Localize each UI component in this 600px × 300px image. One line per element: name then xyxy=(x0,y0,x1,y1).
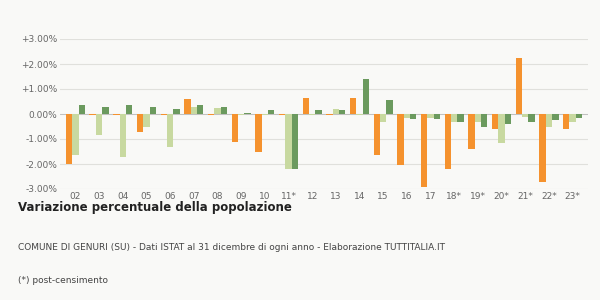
Bar xyxy=(481,114,487,127)
Bar xyxy=(499,114,505,143)
Bar xyxy=(546,114,552,127)
Bar xyxy=(363,79,369,114)
Bar xyxy=(262,114,268,115)
Bar xyxy=(434,114,440,119)
Bar xyxy=(386,100,393,114)
Bar xyxy=(469,114,475,149)
Bar xyxy=(113,114,119,115)
Bar xyxy=(356,114,363,115)
Bar xyxy=(161,114,167,115)
Bar xyxy=(505,114,511,124)
Bar xyxy=(421,114,427,187)
Bar xyxy=(197,105,203,114)
Bar xyxy=(326,114,332,115)
Bar xyxy=(167,114,173,146)
Bar xyxy=(451,114,457,122)
Bar xyxy=(457,114,464,122)
Bar xyxy=(492,114,499,129)
Bar xyxy=(410,114,416,119)
Bar xyxy=(350,98,356,114)
Bar xyxy=(96,114,102,135)
Bar xyxy=(279,114,285,115)
Bar xyxy=(529,114,535,122)
Bar xyxy=(255,114,262,152)
Bar xyxy=(208,114,214,115)
Text: Variazione percentuale della popolazione: Variazione percentuale della popolazione xyxy=(18,201,292,214)
Bar xyxy=(214,108,221,114)
Bar xyxy=(522,114,529,116)
Text: (*) post-censimento: (*) post-censimento xyxy=(18,276,108,285)
Bar xyxy=(173,109,179,114)
Bar xyxy=(404,114,410,118)
Text: COMUNE DI GENURI (SU) - Dati ISTAT al 31 dicembre di ogni anno - Elaborazione TU: COMUNE DI GENURI (SU) - Dati ISTAT al 31… xyxy=(18,243,445,252)
Bar xyxy=(445,114,451,169)
Bar xyxy=(309,114,316,115)
Bar xyxy=(184,99,191,114)
Bar xyxy=(339,110,346,114)
Bar xyxy=(66,114,72,164)
Bar xyxy=(552,114,559,120)
Bar xyxy=(79,105,85,114)
Bar xyxy=(119,114,126,157)
Bar xyxy=(539,114,546,182)
Bar xyxy=(569,114,576,122)
Bar xyxy=(191,106,197,114)
Bar xyxy=(72,114,79,155)
Bar xyxy=(89,114,96,115)
Bar xyxy=(221,106,227,114)
Bar xyxy=(397,114,404,165)
Bar xyxy=(475,114,481,122)
Bar xyxy=(285,114,292,169)
Bar xyxy=(143,114,149,127)
Bar xyxy=(427,114,434,118)
Bar xyxy=(238,114,244,115)
Bar xyxy=(576,114,582,118)
Bar xyxy=(232,114,238,142)
Bar xyxy=(268,110,274,114)
Bar xyxy=(137,114,143,131)
Bar xyxy=(563,114,569,129)
Bar xyxy=(126,105,133,114)
Bar xyxy=(380,114,386,122)
Bar xyxy=(332,109,339,114)
Bar xyxy=(374,114,380,155)
Bar xyxy=(515,58,522,114)
Bar xyxy=(316,110,322,114)
Bar xyxy=(149,106,156,114)
Bar xyxy=(292,114,298,169)
Bar xyxy=(102,106,109,114)
Bar xyxy=(244,113,251,114)
Bar xyxy=(302,98,309,114)
